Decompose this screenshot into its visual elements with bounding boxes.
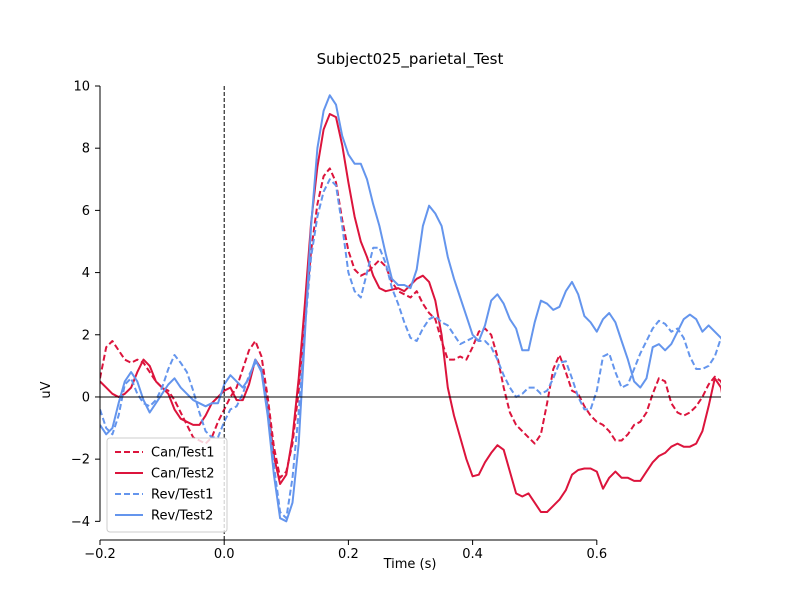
y-tick-label: 6 bbox=[82, 204, 90, 219]
legend-label: Can/Test2 bbox=[151, 467, 215, 482]
chart-title: Subject025_parietal_Test bbox=[317, 50, 504, 69]
series-line-rev-test2 bbox=[100, 94, 721, 523]
y-tick-label: 4 bbox=[82, 266, 90, 281]
y-tick-label: 0 bbox=[82, 390, 90, 405]
x-tick-label: −0.2 bbox=[84, 547, 116, 562]
legend-frame bbox=[106, 437, 228, 533]
x-axis-ticks: −0.2 0.0 0.2 0.4 0.6 bbox=[84, 540, 607, 562]
series-layer bbox=[100, 94, 721, 523]
y-tick-label: 10 bbox=[73, 80, 90, 95]
y-tick-label: −4 bbox=[71, 515, 90, 530]
x-tick-label: 0.6 bbox=[586, 547, 607, 562]
legend-label: Rev/Test2 bbox=[151, 509, 213, 524]
x-tick-label: 0.4 bbox=[462, 547, 483, 562]
legend-label: Rev/Test1 bbox=[151, 488, 213, 503]
y-axis-label: uV bbox=[39, 381, 54, 398]
legend-label: Can/Test1 bbox=[151, 446, 215, 461]
y-tick-label: 2 bbox=[82, 328, 90, 343]
series-line-rev-test1 bbox=[100, 178, 721, 520]
series-line-can-test2 bbox=[100, 113, 721, 513]
x-axis-label: Time (s) bbox=[383, 557, 437, 572]
y-tick-label: −2 bbox=[71, 453, 90, 468]
x-tick-label: 0.2 bbox=[338, 547, 359, 562]
x-tick-label: 0.0 bbox=[214, 547, 235, 562]
series-line-can-test1 bbox=[100, 167, 721, 479]
y-axis-ticks: −4 −2 0 2 4 6 8 10 bbox=[71, 80, 100, 530]
legend: Can/Test1 Can/Test2 Rev/Test1 Rev/Test2 bbox=[106, 437, 228, 533]
y-tick-label: 8 bbox=[82, 142, 90, 157]
